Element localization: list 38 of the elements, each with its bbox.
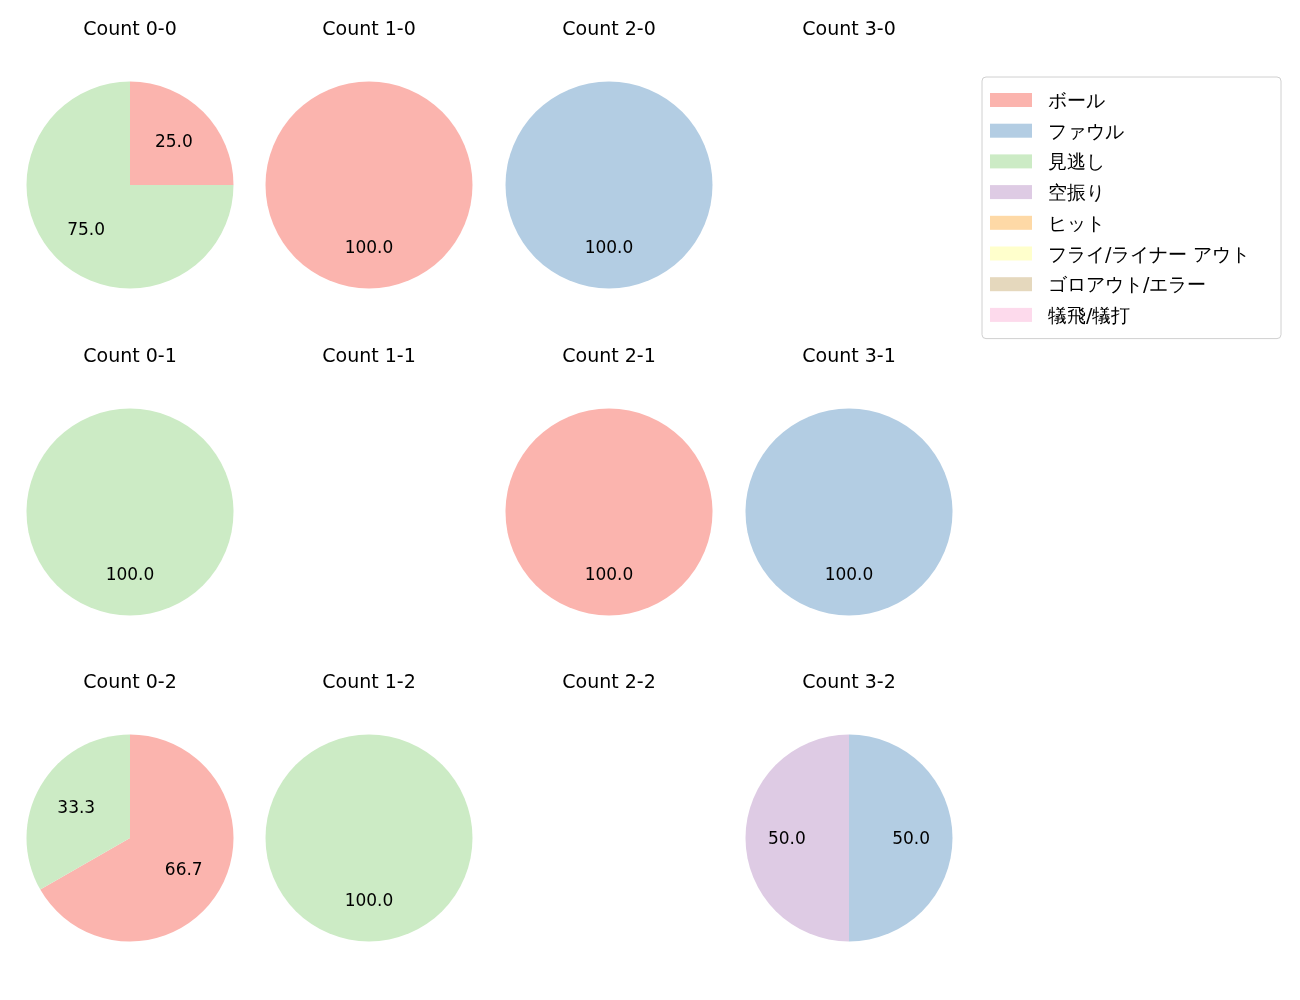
chart-title: Count 0-2: [83, 670, 177, 692]
legend-label: 見逃し: [1048, 150, 1105, 173]
text: Count 3-0: [802, 17, 896, 39]
chart-title: Count 3-1: [802, 344, 896, 366]
legend-label: ボール: [1048, 89, 1105, 111]
data-label: 50.0: [892, 828, 931, 848]
chart-title: Count 1-0: [322, 17, 416, 39]
legend-label: ゴロアウト/エラー: [1048, 273, 1207, 296]
data-label: 33.3: [57, 796, 96, 817]
data-label: 75.0: [67, 218, 106, 239]
pie-slice: [849, 734, 953, 942]
data-label: 100.0: [344, 237, 394, 258]
data-label: 100.0: [105, 564, 155, 585]
text: Count 1-1: [322, 344, 416, 366]
chart-title: Count 3-2: [802, 670, 896, 692]
pie-slice: [26, 734, 130, 890]
data-label: 100.0: [584, 237, 634, 258]
chart-title: Count 2-1: [562, 344, 656, 366]
pie-slice: [26, 81, 234, 289]
data-label: 50.0: [767, 828, 806, 848]
chart-title: Count 0-0: [83, 17, 177, 39]
data-label: 25.0: [154, 131, 193, 152]
data-label: 100.0: [344, 890, 394, 911]
legend-label: 犠飛/犠打: [1048, 303, 1131, 326]
pie-slice: [745, 734, 849, 942]
legend-label: ファウル: [1048, 119, 1124, 142]
legend-label: ヒット: [1048, 211, 1105, 234]
chart-title: Count 0-1: [83, 344, 177, 366]
chart-title: Count 2-0: [562, 17, 656, 39]
legend-label: フライ/ライナー アウト: [1048, 242, 1251, 265]
text: Count 2-2: [562, 670, 656, 692]
chart-title: Count 1-2: [322, 670, 416, 692]
data-label: 100.0: [824, 564, 874, 585]
legend-label: 空振り: [1048, 181, 1105, 204]
pie-slice: [130, 81, 234, 185]
data-label: 100.0: [584, 564, 634, 585]
data-label: 66.7: [164, 859, 203, 880]
pie-slice: [40, 734, 234, 942]
